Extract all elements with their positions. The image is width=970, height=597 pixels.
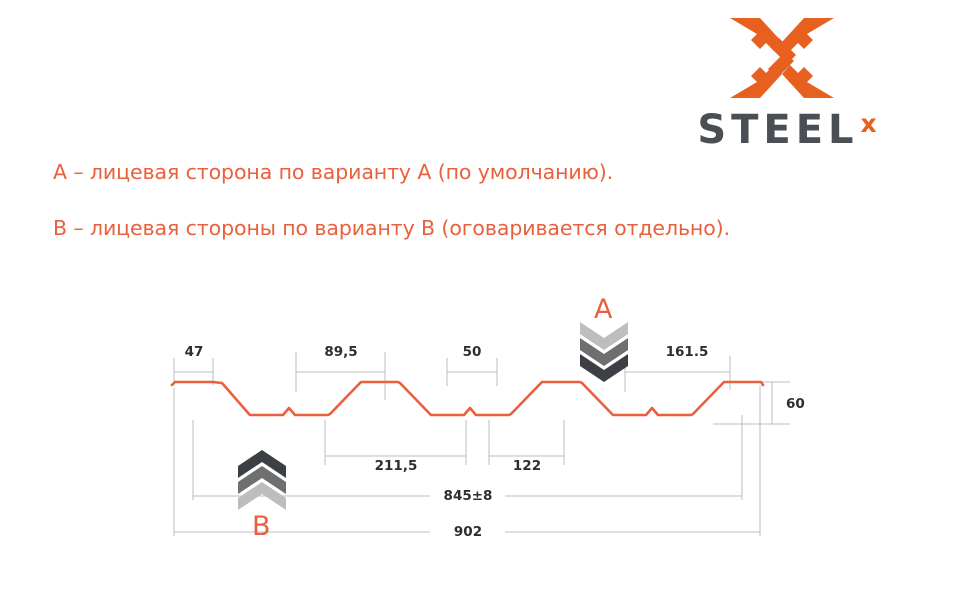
dim-label-crest-width-50: 50 bbox=[462, 344, 482, 360]
dim-label-span-122: 122 bbox=[512, 458, 542, 474]
steelx-logo: STEEL x bbox=[686, 18, 886, 150]
dim-label-profile-height: 60 bbox=[786, 396, 805, 412]
logo-superscript-x: x bbox=[860, 109, 877, 138]
marker-b-label: B bbox=[252, 511, 271, 542]
marker-b-chevrons bbox=[238, 450, 286, 510]
steelx-x-mark-icon bbox=[730, 18, 834, 98]
dim-label-total-width: 902 bbox=[453, 524, 483, 540]
caption-variant-b: В – лицевая стороны по варианту В (огова… bbox=[53, 216, 730, 240]
logo-steel-text: STEEL bbox=[697, 107, 859, 153]
marker-a-chevrons bbox=[580, 322, 628, 382]
steelx-wordmark: STEEL x bbox=[686, 110, 886, 152]
marker-a-label: A bbox=[594, 294, 613, 325]
profile-outline bbox=[170, 380, 765, 417]
dim-label-useful-width: 845±8 bbox=[443, 488, 493, 504]
dim-label-span-211-5: 211,5 bbox=[374, 458, 418, 474]
dim-label-span-161-5: 161.5 bbox=[665, 344, 709, 360]
caption-variant-a: А – лицевая сторона по варианту А (по ум… bbox=[53, 160, 614, 184]
dim-label-pitch-89-5: 89,5 bbox=[324, 344, 358, 360]
dim-label-crest-width-left: 47 bbox=[184, 344, 204, 360]
